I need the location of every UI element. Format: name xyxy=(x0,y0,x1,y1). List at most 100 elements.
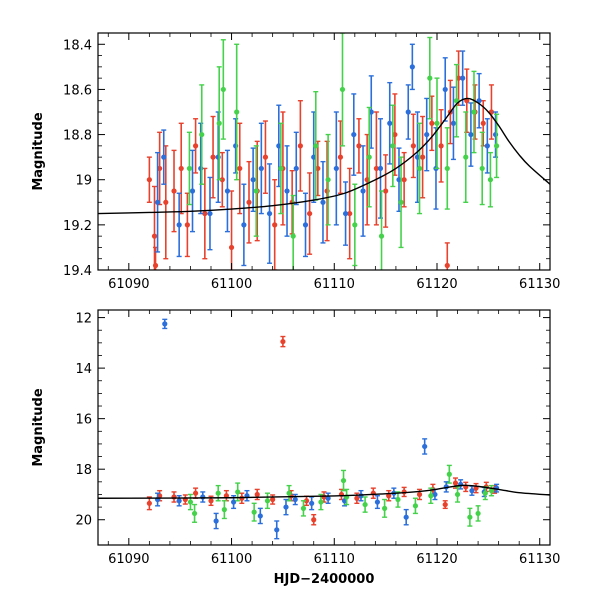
bottom-red-point-22 xyxy=(442,500,448,510)
top-x-tick-label-4: 61130 xyxy=(519,277,560,292)
top-blue-point-22 xyxy=(360,145,366,237)
top-green-point-13 xyxy=(378,190,385,270)
bottom-panel-ticks: 61090 61100 61110 61120 61130 12 14 16 18 20 xyxy=(75,310,560,567)
bottom-panel-frame xyxy=(97,309,551,546)
top-green-point-4 xyxy=(234,43,240,181)
top-red-point-0 xyxy=(146,156,152,203)
bottom-panel-model-curve xyxy=(98,484,550,499)
top-green-point-2 xyxy=(216,66,222,181)
bottom-red-point-18 xyxy=(386,489,392,502)
bottom-green-point-0 xyxy=(187,493,194,511)
bottom-blue-point-0 xyxy=(162,318,168,330)
bottom-x-tick-label-0: 61090 xyxy=(108,552,149,567)
bottom-panel-x-axis-label: HJD−2400000 xyxy=(274,572,375,587)
bottom-green-point-16 xyxy=(428,487,434,505)
bottom-blue-point-21 xyxy=(458,479,464,490)
bottom-blue-point-19 xyxy=(432,488,438,501)
top-blue-point-0 xyxy=(154,151,161,253)
top-red-point-30 xyxy=(401,151,407,208)
top-red-point-16 xyxy=(272,179,278,270)
top-green-point-24 xyxy=(487,151,494,208)
top-red-point-32 xyxy=(420,115,426,199)
bottom-green-point-13 xyxy=(382,498,388,518)
top-red-point-6 xyxy=(184,192,190,258)
bottom-blue-point-18 xyxy=(422,438,428,455)
top-red-point-25 xyxy=(356,118,362,174)
bottom-panel-marks xyxy=(146,318,500,540)
top-red-point-34 xyxy=(438,109,444,183)
bottom-green-point-19 xyxy=(467,507,473,527)
bottom-red-point-9 xyxy=(270,494,276,505)
top-red-point-9 xyxy=(210,115,216,199)
top-green-point-25 xyxy=(493,113,500,179)
top-blue-point-21 xyxy=(351,93,357,176)
bottom-red-point-0 xyxy=(146,496,152,511)
bottom-panel: 61090 61100 61110 61120 61130 12 14 16 18 20 Magn… xyxy=(31,309,560,587)
bottom-x-tick-label-3: 61120 xyxy=(416,552,457,567)
top-red-point-33 xyxy=(429,95,435,152)
top-y-tick-label-3: 19 xyxy=(75,174,92,189)
top-green-point-5 xyxy=(253,145,259,237)
bottom-green-point-6 xyxy=(264,492,271,510)
top-panel-ticks: 61090 61100 61110 61120 61130 18.4 18.6 18.8 19 1… xyxy=(63,33,560,292)
top-blue-point-33 xyxy=(460,50,466,106)
top-blue-point-1 xyxy=(161,129,167,185)
top-red-point-20 xyxy=(307,172,313,255)
top-red-point-27 xyxy=(373,111,379,226)
top-model-curve-line xyxy=(98,97,550,215)
bottom-red-point-10 xyxy=(280,335,286,348)
top-green-point-23 xyxy=(479,131,485,206)
bottom-green-point-14 xyxy=(395,491,401,508)
bottom-green-point-22 xyxy=(488,484,495,497)
bottom-x-tick-label-4: 61130 xyxy=(519,552,560,567)
top-blue-point-2 xyxy=(176,192,182,258)
top-blue-point-12 xyxy=(266,163,273,264)
top-panel: 61090 61100 61110 61120 61130 18.4 18.6 18.8 19 1… xyxy=(31,32,560,292)
bottom-green-point-18 xyxy=(454,486,461,503)
top-red-point-12 xyxy=(237,122,243,215)
bottom-y-tick-label-0: 12 xyxy=(75,312,92,327)
top-red-point-15 xyxy=(262,120,269,194)
top-y-tick-label-4: 19.2 xyxy=(63,219,92,234)
top-blue-point-31 xyxy=(442,57,448,122)
bottom-green-point-8 xyxy=(300,500,307,517)
bottom-y-tick-label-3: 18 xyxy=(75,463,92,478)
top-red-point-8 xyxy=(202,167,208,260)
top-y-tick-label-0: 18.4 xyxy=(63,38,92,53)
bottom-red-point-6 xyxy=(223,489,230,502)
top-blue-point-7 xyxy=(224,149,231,233)
bottom-blue-point-4 xyxy=(213,512,219,530)
top-green-point-6 xyxy=(278,122,284,215)
top-x-tick-label-1: 61100 xyxy=(211,277,252,292)
top-blue-point-19 xyxy=(333,111,339,226)
bottom-green-point-10 xyxy=(340,469,347,492)
top-x-tick-label-0: 61090 xyxy=(108,277,149,292)
top-blue-point-29 xyxy=(424,97,430,172)
top-green-point-3 xyxy=(220,39,226,140)
top-green-point-19 xyxy=(444,127,450,210)
bottom-blue-point-10 xyxy=(292,493,298,506)
top-blue-point-34 xyxy=(468,102,474,167)
top-green-point-15 xyxy=(398,156,404,249)
top-blue-point-32 xyxy=(450,86,457,161)
top-blue-point-15 xyxy=(293,131,299,206)
top-green-point-9 xyxy=(325,133,331,226)
top-red-point-28 xyxy=(383,154,389,228)
top-blue-point-11 xyxy=(258,122,264,215)
bottom-x-tick-label-1: 61100 xyxy=(211,552,252,567)
bottom-model-curve-line xyxy=(98,484,550,499)
top-red-point-7 xyxy=(192,118,199,174)
bottom-green-point-7 xyxy=(286,484,292,502)
top-green-point-1 xyxy=(199,84,205,185)
top-green-point-12 xyxy=(366,106,372,208)
top-green-point-18 xyxy=(434,77,440,170)
top-green-point-14 xyxy=(390,104,396,188)
bottom-x-tick-label-2: 61110 xyxy=(314,552,355,567)
top-green-point-11 xyxy=(352,183,358,267)
top-blue-point-18 xyxy=(320,160,326,244)
top-y-tick-label-5: 19.4 xyxy=(63,264,92,279)
top-green-point-0 xyxy=(186,131,193,206)
bottom-red-point-16 xyxy=(354,492,360,505)
top-green-point-10 xyxy=(339,33,346,147)
